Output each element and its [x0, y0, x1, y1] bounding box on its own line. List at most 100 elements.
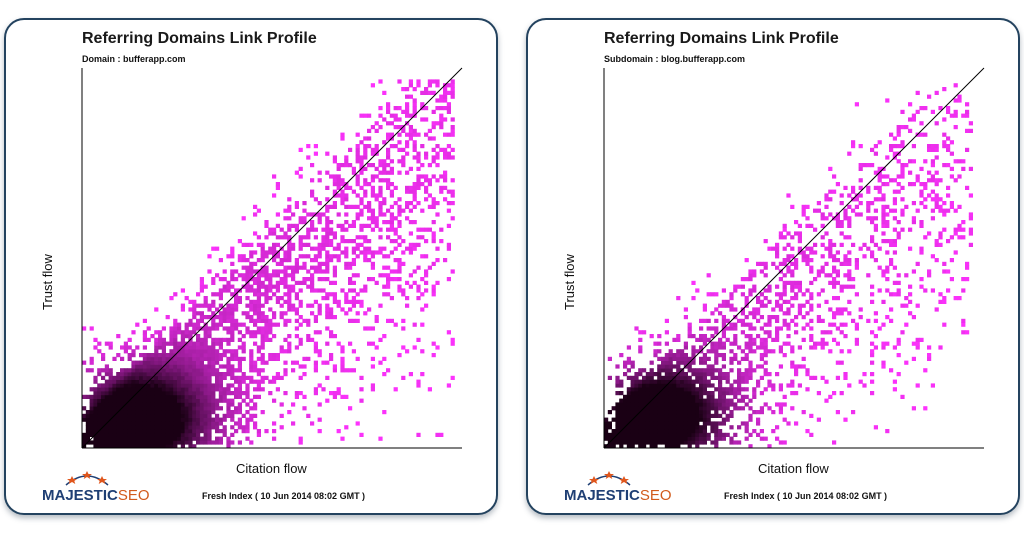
heatmap-cell: [908, 299, 913, 304]
heatmap-cell: [691, 432, 696, 437]
heatmap-cell: [843, 261, 848, 266]
heatmap-cell: [744, 315, 749, 320]
heatmap-cell: [283, 299, 288, 304]
heatmap-cell: [93, 410, 98, 415]
heatmap-cell: [344, 163, 349, 168]
heatmap-cell: [116, 398, 121, 403]
heatmap-cell: [180, 444, 185, 449]
heatmap-cell: [813, 341, 818, 346]
heatmap-cell: [287, 341, 292, 346]
heatmap-cell: [158, 383, 163, 388]
heatmap-cell: [192, 444, 197, 449]
heatmap-cell: [279, 277, 284, 282]
heatmap-cell: [412, 204, 417, 209]
heatmap-cell: [298, 341, 303, 346]
heatmap-cell: [161, 368, 166, 373]
heatmap-cell: [325, 360, 330, 365]
heatmap-cell: [949, 258, 954, 263]
heatmap-cell: [97, 440, 102, 445]
heatmap-cell: [408, 242, 413, 247]
heatmap-cell: [794, 284, 799, 289]
heatmap-cell: [154, 337, 159, 342]
heatmap-cell: [389, 204, 394, 209]
heatmap-cell: [786, 421, 791, 426]
heatmap-cell: [446, 109, 451, 114]
heatmap-cell: [431, 201, 436, 206]
heatmap-cell: [835, 326, 840, 331]
heatmap-cell: [725, 402, 730, 407]
heatmap-cell: [169, 391, 174, 396]
heatmap-cell: [351, 288, 356, 293]
heatmap-cell: [816, 273, 821, 278]
heatmap-cell: [332, 280, 337, 285]
heatmap-cell: [892, 265, 897, 270]
chart-subtitle: Domain : bufferapp.com: [82, 54, 186, 64]
heatmap-cell: [192, 410, 197, 415]
heatmap-cell: [222, 353, 227, 358]
heatmap-cell: [237, 364, 242, 369]
heatmap-cell: [169, 383, 174, 388]
heatmap-cell: [348, 280, 353, 285]
heatmap-cell: [158, 360, 163, 365]
heatmap-cell: [294, 360, 299, 365]
heatmap-cell: [180, 394, 185, 399]
heatmap-cell: [173, 398, 178, 403]
heatmap-cell: [420, 144, 425, 149]
heatmap-cell: [401, 87, 406, 92]
heatmap-cell: [649, 436, 654, 441]
heatmap-cell: [431, 147, 436, 152]
heatmap-cell: [329, 220, 334, 225]
heatmap-cell: [226, 364, 231, 369]
heatmap-cell: [702, 337, 707, 342]
heatmap-cell: [363, 166, 368, 171]
heatmap-cell: [710, 406, 715, 411]
heatmap-cell: [344, 239, 349, 244]
heatmap-cell: [699, 375, 704, 380]
heatmap-cell: [370, 189, 375, 194]
heatmap-cell: [165, 368, 170, 373]
heatmap-cell: [771, 383, 776, 388]
heatmap-cell: [759, 303, 764, 308]
heatmap-cell: [93, 429, 98, 434]
heatmap-cell: [249, 368, 254, 373]
heatmap-cell: [85, 432, 90, 437]
heatmap-cell: [306, 155, 311, 160]
heatmap-cell: [885, 182, 890, 187]
heatmap-cell: [245, 391, 250, 396]
heatmap-cell: [142, 360, 147, 365]
heatmap-cell: [275, 212, 280, 217]
heatmap-cell: [450, 128, 455, 133]
heatmap-cell: [177, 341, 182, 346]
heatmap-cell: [668, 413, 673, 418]
heatmap-cell: [756, 311, 761, 316]
heatmap-cell: [710, 383, 715, 388]
heatmap-cell: [268, 322, 273, 327]
heatmap-cell: [89, 429, 94, 434]
heatmap-cell: [279, 261, 284, 266]
heatmap-cell: [854, 261, 859, 266]
heatmap-cell: [672, 337, 677, 342]
heatmap-cell: [139, 353, 144, 358]
heatmap-cell: [154, 406, 159, 411]
heatmap-cell: [256, 379, 261, 384]
heatmap-cell: [120, 425, 125, 430]
heatmap-cell: [298, 436, 303, 441]
heatmap-cell: [158, 379, 163, 384]
heatmap-cell: [359, 227, 364, 232]
heatmap-cell: [203, 349, 208, 354]
index-date-footer: Fresh Index ( 10 Jun 2014 08:02 GMT ): [202, 491, 366, 501]
heatmap-cell: [873, 170, 878, 175]
heatmap-cell: [661, 364, 666, 369]
heatmap-cell: [268, 280, 273, 285]
heatmap-cell: [695, 440, 700, 445]
heatmap-cell: [161, 421, 166, 426]
heatmap-cell: [870, 360, 875, 365]
heatmap-cell: [721, 417, 726, 422]
heatmap-cell: [664, 387, 669, 392]
heatmap-cell: [207, 425, 212, 430]
heatmap-cell: [89, 387, 94, 392]
heatmap-cell: [721, 299, 726, 304]
heatmap-cell: [82, 326, 87, 331]
heatmap-cell: [310, 277, 315, 282]
heatmap-cell: [253, 288, 258, 293]
